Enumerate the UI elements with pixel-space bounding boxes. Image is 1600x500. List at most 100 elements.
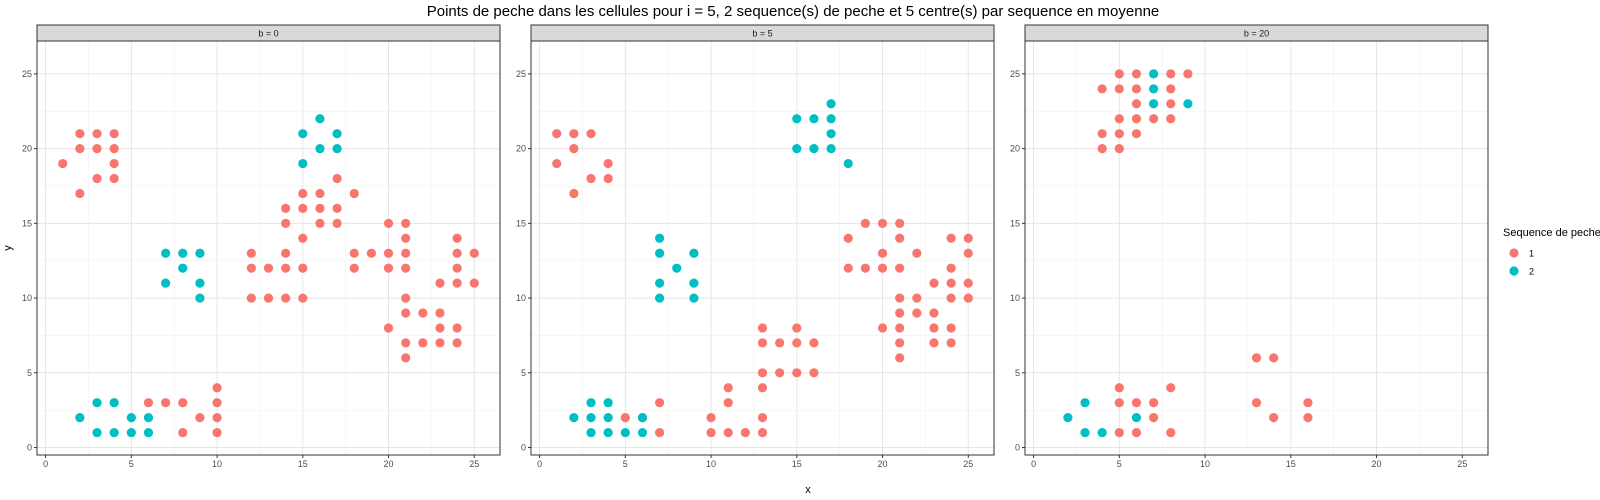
x-tick-label: 0 bbox=[537, 459, 542, 469]
data-point-series-1 bbox=[298, 293, 308, 303]
data-point-series-2 bbox=[672, 263, 682, 273]
data-point-series-1 bbox=[332, 218, 342, 228]
data-point-series-1 bbox=[418, 308, 428, 318]
data-point-series-2 bbox=[1080, 427, 1090, 438]
data-point-series-1 bbox=[401, 338, 411, 348]
data-point-series-1 bbox=[1149, 114, 1159, 124]
data-point-series-1 bbox=[1114, 84, 1124, 94]
data-point-series-1 bbox=[757, 427, 768, 438]
x-tick-label: 10 bbox=[212, 459, 222, 469]
data-point-series-1 bbox=[401, 308, 411, 318]
data-point-series-1 bbox=[1114, 383, 1124, 393]
data-point-series-1 bbox=[298, 188, 308, 199]
data-point-series-1 bbox=[895, 308, 905, 318]
data-point-series-1 bbox=[109, 144, 119, 154]
data-point-series-1 bbox=[178, 398, 188, 408]
data-point-series-1 bbox=[435, 323, 445, 333]
data-point-series-1 bbox=[552, 158, 562, 169]
data-point-series-1 bbox=[963, 293, 973, 303]
data-point-series-2 bbox=[792, 144, 802, 154]
x-tick-label: 15 bbox=[1286, 459, 1296, 469]
y-tick-label: 0 bbox=[27, 443, 32, 453]
data-point-series-1 bbox=[946, 323, 956, 333]
data-point-series-1 bbox=[895, 338, 905, 348]
data-point-series-2 bbox=[298, 158, 308, 169]
data-point-series-1 bbox=[1149, 398, 1159, 408]
data-point-series-1 bbox=[757, 368, 768, 378]
data-point-series-1 bbox=[586, 129, 596, 139]
data-point-series-1 bbox=[706, 413, 716, 423]
panel-border bbox=[36, 40, 501, 456]
data-point-series-2 bbox=[178, 248, 188, 258]
data-point-series-1 bbox=[1114, 114, 1124, 124]
data-point-series-1 bbox=[1149, 413, 1159, 423]
data-point-series-1 bbox=[246, 248, 256, 258]
y-tick-label: 10 bbox=[22, 293, 32, 303]
data-point-series-2 bbox=[689, 248, 699, 258]
y-tick-label: 20 bbox=[516, 144, 526, 154]
data-point-series-1 bbox=[401, 233, 411, 243]
legend-items: 12 bbox=[1509, 248, 1534, 277]
data-point-series-1 bbox=[723, 427, 733, 438]
y-tick-label: 20 bbox=[1010, 144, 1020, 154]
data-point-series-1 bbox=[401, 218, 411, 228]
data-point-series-1 bbox=[1166, 84, 1176, 94]
data-point-series-2 bbox=[315, 114, 325, 124]
data-point-series-1 bbox=[92, 129, 102, 139]
y-tick-label: 25 bbox=[22, 69, 32, 79]
data-point-series-1 bbox=[1166, 383, 1176, 393]
data-point-series-2 bbox=[603, 398, 613, 408]
data-point-series-1 bbox=[946, 278, 956, 288]
data-point-series-1 bbox=[740, 427, 750, 438]
data-point-series-1 bbox=[723, 383, 733, 393]
x-tick-label: 20 bbox=[384, 459, 394, 469]
data-point-series-1 bbox=[723, 398, 733, 408]
chart-title: Points de peche dans les cellules pour i… bbox=[427, 3, 1160, 20]
data-point-series-1 bbox=[92, 144, 102, 154]
data-point-series-1 bbox=[877, 323, 888, 333]
data-point-series-1 bbox=[332, 173, 342, 184]
data-point-series-1 bbox=[1131, 129, 1142, 139]
data-point-series-1 bbox=[383, 323, 394, 333]
data-point-series-1 bbox=[212, 398, 222, 408]
data-point-series-1 bbox=[435, 338, 445, 348]
legend: Sequence de peche 12 bbox=[1503, 227, 1600, 277]
data-point-series-2 bbox=[655, 248, 665, 258]
data-point-series-1 bbox=[401, 248, 411, 258]
legend-label-2: 2 bbox=[1529, 267, 1534, 277]
data-point-series-2 bbox=[315, 144, 325, 154]
data-point-series-1 bbox=[586, 173, 596, 184]
y-tick-label: 25 bbox=[516, 69, 526, 79]
panel-strip-label: b = 0 bbox=[258, 29, 278, 39]
x-tick-label: 0 bbox=[43, 459, 48, 469]
data-point-series-1 bbox=[757, 413, 768, 423]
data-point-series-2 bbox=[586, 398, 596, 408]
data-point-series-2 bbox=[1063, 413, 1073, 423]
data-point-series-1 bbox=[655, 427, 665, 438]
data-point-series-2 bbox=[569, 413, 579, 423]
data-point-series-2 bbox=[109, 427, 119, 438]
panel-2: b = 5 0 5 10 15 20 25 0 5 10 15 20 25 bbox=[516, 24, 995, 469]
x-tick-label: 5 bbox=[1117, 459, 1122, 469]
facet-panels: b = 0 0 5 10 15 20 25 0 5 10 15 20 25 b = 5 0 5 10 15 20 25… bbox=[22, 24, 1489, 469]
panel-1: b = 0 0 5 10 15 20 25 0 5 10 15 20 25 bbox=[22, 24, 501, 469]
data-point-series-1 bbox=[195, 413, 205, 423]
data-point-series-1 bbox=[1114, 129, 1124, 139]
legend-key-2 bbox=[1509, 266, 1519, 276]
data-point-series-1 bbox=[1166, 114, 1176, 124]
data-point-series-1 bbox=[706, 427, 716, 438]
data-point-series-2 bbox=[298, 129, 308, 139]
data-point-series-2 bbox=[1097, 427, 1107, 438]
data-point-series-1 bbox=[109, 173, 119, 184]
gridlines bbox=[37, 41, 500, 455]
y-tick-label: 15 bbox=[516, 218, 526, 228]
data-point-series-2 bbox=[1131, 413, 1142, 423]
data-point-series-1 bbox=[315, 203, 325, 213]
data-point-series-1 bbox=[263, 293, 274, 303]
data-points bbox=[552, 99, 973, 438]
data-point-series-2 bbox=[92, 398, 102, 408]
y-tick-label: 10 bbox=[516, 293, 526, 303]
data-point-series-1 bbox=[298, 263, 308, 273]
data-point-series-1 bbox=[109, 129, 119, 139]
data-point-series-2 bbox=[603, 427, 613, 438]
